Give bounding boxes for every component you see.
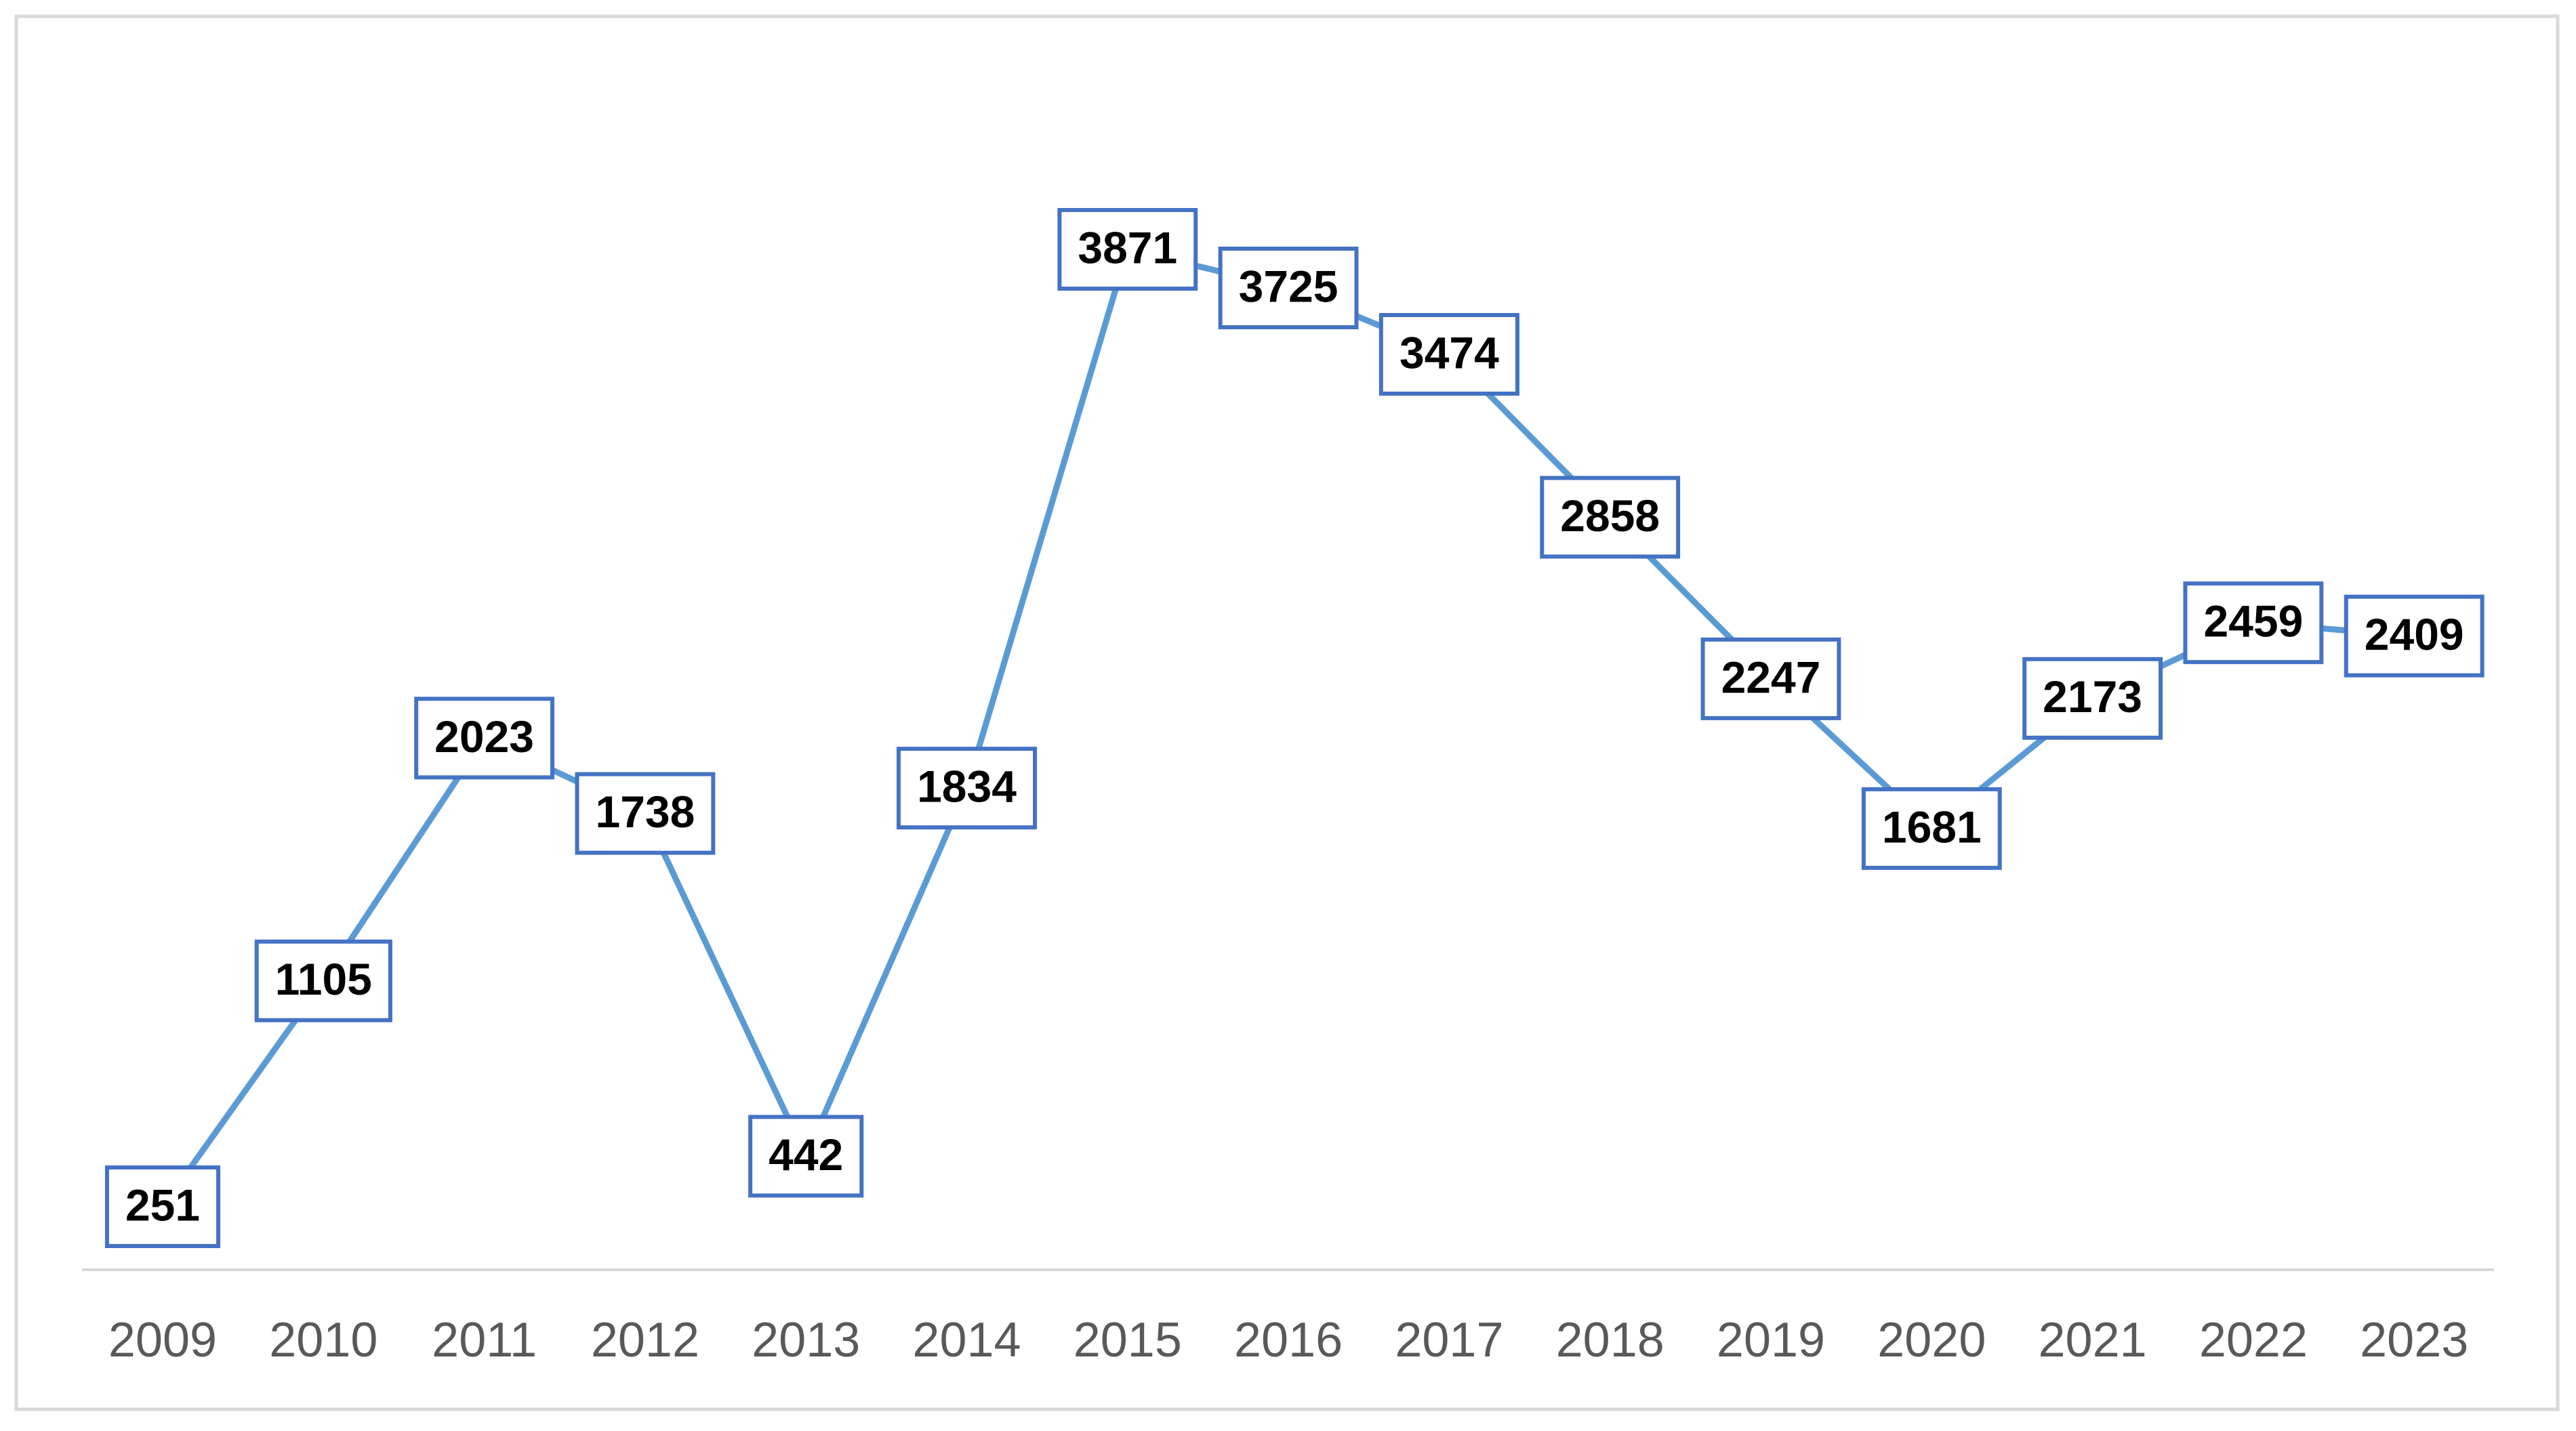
- x-tick-label: 2016: [1234, 1313, 1343, 1367]
- x-tick-label: 2018: [1556, 1313, 1664, 1367]
- data-label: 1681: [1882, 802, 1982, 852]
- data-label: 2409: [2365, 609, 2464, 659]
- data-label: 2173: [2043, 671, 2142, 722]
- x-tick-label: 2009: [108, 1313, 217, 1367]
- data-label-box: [2022, 657, 2163, 740]
- x-tick-label: 2017: [1395, 1313, 1503, 1367]
- data-label-box: [896, 747, 1038, 830]
- data-label-box: [1378, 312, 1519, 396]
- data-label: 3474: [1399, 327, 1499, 377]
- data-label: 2858: [1560, 491, 1660, 541]
- data-label-box: [254, 939, 392, 1022]
- x-tick-label: 2014: [912, 1313, 1021, 1367]
- x-tick-label: 2019: [1717, 1313, 1825, 1367]
- data-label-box: [104, 1165, 221, 1249]
- data-label: 442: [769, 1129, 843, 1180]
- data-label-box: [2183, 581, 2324, 665]
- data-label-box: [1700, 637, 1841, 720]
- data-label: 2023: [434, 711, 534, 762]
- data-label-box: [1218, 246, 1359, 329]
- x-tick-label: 2022: [2199, 1313, 2308, 1367]
- data-label: 2247: [1721, 652, 1821, 702]
- data-label-box: [748, 1115, 864, 1198]
- x-tick-label: 2011: [432, 1313, 537, 1367]
- x-tick-label: 2023: [2360, 1313, 2468, 1367]
- data-label-box: [575, 772, 716, 855]
- data-label: 3725: [1239, 261, 1338, 311]
- data-label-box: [1057, 208, 1198, 291]
- x-tick-label: 2012: [591, 1313, 699, 1367]
- x-tick-label: 2013: [752, 1313, 860, 1367]
- data-label: 251: [125, 1180, 200, 1230]
- x-tick-label: 2021: [2039, 1313, 2147, 1367]
- data-label: 3871: [1078, 222, 1177, 272]
- data-label-box: [414, 697, 555, 780]
- data-label-box: [2344, 594, 2485, 678]
- x-tick-label: 2020: [1877, 1313, 1986, 1367]
- data-label: 1834: [917, 762, 1017, 812]
- x-tick-label: 2010: [269, 1313, 377, 1367]
- data-label: 1738: [595, 787, 695, 837]
- data-label-box: [1861, 787, 2002, 870]
- chart-frame: [14, 14, 2560, 1411]
- x-tick-label: 2015: [1074, 1313, 1182, 1367]
- data-label: 1105: [275, 954, 372, 1004]
- data-label: 2459: [2203, 596, 2303, 646]
- data-label-box: [1540, 476, 1681, 559]
